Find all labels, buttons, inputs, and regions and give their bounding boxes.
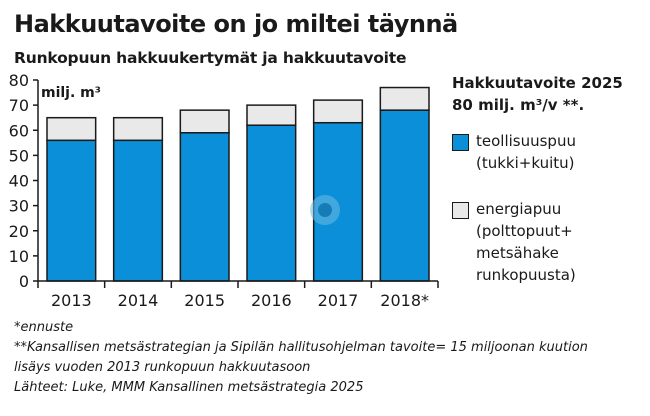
- x-tick-label: 2015: [184, 291, 225, 310]
- bar-industrial-2016: [246, 124, 297, 282]
- footnote-forecast: *ennuste: [14, 320, 74, 335]
- x-tick-label: 2016: [251, 291, 292, 310]
- footnotes: *ennuste **Kansallisen metsästrategian j…: [14, 318, 588, 398]
- bar-energy-2013: [46, 116, 97, 142]
- y-tick-label: 70: [9, 96, 29, 115]
- footnote-target: **Kansallisen metsästrategian ja Sipilän…: [14, 340, 588, 355]
- footnote-sources: Lähteet: Luke, MMM Kansallinen metsästra…: [14, 380, 364, 395]
- y-tick-label: 0: [19, 272, 29, 291]
- bar-industrial-2015: [179, 132, 230, 282]
- legend-swatch-industrial: [452, 134, 469, 151]
- y-tick-label: 30: [9, 197, 29, 216]
- y-tick-label: 60: [9, 121, 29, 140]
- x-tick-label: 2014: [118, 291, 159, 310]
- footnote-target-cont: lisäys vuoden 2013 runkopuun hakkuutasoo…: [14, 360, 311, 375]
- bar-energy-2016: [246, 104, 297, 126]
- bar-energy-2017: [312, 99, 364, 124]
- y-tick-label: 40: [9, 172, 29, 191]
- bar-industrial-2018: [379, 109, 430, 282]
- legend-heading-line1: Hakkuutavoite 2025: [452, 74, 623, 92]
- x-tick-label: 2017: [318, 291, 359, 310]
- bar-industrial-2014: [112, 139, 164, 282]
- chart-subtitle: Runkopuun hakkuukertymät ja hakkuutavoit…: [14, 49, 407, 67]
- bar-industrial-2013: [46, 139, 97, 282]
- y-tick-label: 20: [9, 222, 29, 241]
- highlight-marker: [310, 195, 340, 225]
- bar-energy-2015: [179, 109, 230, 134]
- chart-title: Hakkuutavoite on jo miltei täynnä: [14, 10, 458, 38]
- y-tick-label: 50: [9, 146, 29, 165]
- x-tick-label: 2013: [51, 291, 92, 310]
- bar-energy-2018: [379, 86, 430, 111]
- y-axis-unit-label: milj. m³: [41, 85, 101, 101]
- legend-label-industrial: teollisuuspuu (tukki+kuitu): [476, 132, 576, 172]
- x-tick-label: 2018*: [380, 291, 429, 310]
- legend-heading-line2: 80 milj. m³/v **.: [452, 96, 585, 114]
- bar-energy-2014: [112, 116, 164, 142]
- y-tick-label: 10: [9, 247, 29, 266]
- legend: Hakkuutavoite 2025 80 milj. m³/v **. teo…: [452, 72, 642, 284]
- legend-swatch-energy: [452, 202, 469, 219]
- legend-label-energy: energiapuu (polttopuut+ metsähake runkop…: [476, 200, 576, 284]
- y-tick-label: 80: [9, 71, 29, 90]
